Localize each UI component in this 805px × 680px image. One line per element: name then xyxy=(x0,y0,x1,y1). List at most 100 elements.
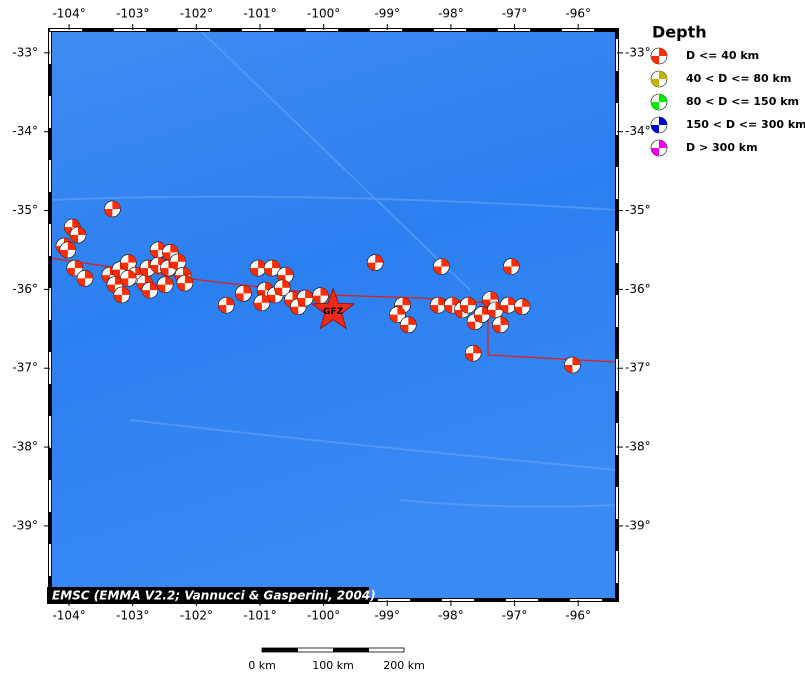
focal-mechanism xyxy=(389,306,406,323)
plate-boundary xyxy=(50,257,617,363)
ball-quad xyxy=(183,267,191,276)
ball-quad xyxy=(659,140,667,148)
ball-quad xyxy=(312,295,321,304)
ball-quad xyxy=(78,226,86,235)
ball-quad xyxy=(85,270,93,279)
scale-label: 100 km xyxy=(312,659,354,672)
ball-quad xyxy=(659,117,667,125)
lat-label: -33° xyxy=(12,45,38,59)
station-label: GFZ xyxy=(323,307,344,317)
ball-quad xyxy=(367,262,376,271)
focal-mechanism xyxy=(113,286,131,304)
ball-quad xyxy=(465,353,474,362)
focal-mechanism xyxy=(249,259,267,277)
focal-mechanism xyxy=(119,270,137,287)
ball-quad xyxy=(243,285,252,294)
ball-quad xyxy=(177,253,186,262)
ball-quad xyxy=(503,266,512,275)
focal-mechanism xyxy=(156,276,174,293)
ball-quad xyxy=(274,287,283,296)
lat-label: -38° xyxy=(12,440,38,454)
lat-label: -39° xyxy=(12,518,38,532)
focal-mechanism xyxy=(499,296,517,314)
ball-quad xyxy=(170,244,179,253)
legend-symbol xyxy=(650,47,668,65)
focal-mechanism xyxy=(235,285,252,302)
ball-quad xyxy=(492,324,501,333)
ball-quad xyxy=(169,261,178,270)
ball-quad xyxy=(70,234,78,243)
ball-quad xyxy=(651,102,659,110)
ball-quad xyxy=(272,260,281,269)
ball-quad xyxy=(389,314,398,323)
ball-quad xyxy=(467,321,476,330)
ball-quad xyxy=(514,306,523,315)
ball-quad xyxy=(651,79,659,87)
ball-quad xyxy=(67,241,76,250)
focal-mechanism xyxy=(399,316,417,334)
focal-mechanism xyxy=(66,259,84,277)
lat-label: -37° xyxy=(12,361,38,375)
ball-quad xyxy=(651,56,659,64)
ball-quad xyxy=(285,267,294,276)
seafloor-relief xyxy=(50,30,617,508)
lat-label: -34° xyxy=(625,124,651,138)
lat-label: -33° xyxy=(625,45,651,59)
ball-quad xyxy=(120,262,129,271)
ball-quad xyxy=(72,219,81,228)
ball-quad xyxy=(165,276,174,285)
ball-quad xyxy=(128,270,137,279)
focal-mechanism xyxy=(564,356,581,374)
ball-quad xyxy=(141,290,150,299)
ball-quad xyxy=(441,258,450,267)
lon-label: -100° xyxy=(307,609,340,623)
legend-symbol xyxy=(650,70,668,88)
ball-quad xyxy=(430,305,439,314)
ball-quad xyxy=(250,268,259,277)
lat-label: -35° xyxy=(625,203,651,217)
ball-quad xyxy=(261,294,270,303)
ball-quad xyxy=(59,249,68,258)
ball-quad xyxy=(460,305,469,314)
ball-quad xyxy=(490,291,499,300)
ball-quad xyxy=(305,290,314,299)
ball-quad xyxy=(135,267,144,276)
focal-mechanism xyxy=(59,241,77,259)
focal-mechanism xyxy=(176,274,194,292)
ball-quad xyxy=(160,268,169,277)
ball-quad xyxy=(121,286,130,295)
scale-label: 0 km xyxy=(248,659,276,672)
ball-quad xyxy=(473,345,482,354)
credit: EMSC (EMMA V2.2; Vannucci & Gasperini, 2… xyxy=(52,589,376,603)
ball-quad xyxy=(226,297,235,306)
ball-quad xyxy=(659,48,667,56)
lon-label: -102° xyxy=(180,7,213,21)
lat-label: -35° xyxy=(12,203,38,217)
legend-label: 40 < D <= 80 km xyxy=(686,72,791,85)
focal-mechanism xyxy=(104,200,121,218)
scale-label: 200 km xyxy=(383,659,425,672)
lat-label: -39° xyxy=(625,518,651,532)
ball-quad xyxy=(157,284,166,293)
ball-quad xyxy=(297,298,306,307)
ball-quad xyxy=(500,305,509,314)
ball-quad xyxy=(400,324,409,333)
ball-quad xyxy=(444,305,453,314)
ball-quad xyxy=(659,94,667,102)
ball-quad xyxy=(253,302,262,311)
lat-label: -36° xyxy=(625,282,651,296)
credit-box xyxy=(47,587,369,604)
ball-quad xyxy=(106,284,115,293)
focal-mechanism xyxy=(312,287,329,304)
ball-quad xyxy=(397,306,406,315)
focal-mechanism xyxy=(119,254,137,271)
lat-label: -38° xyxy=(625,440,651,454)
lon-label: -103° xyxy=(116,609,149,623)
focal-mechanism xyxy=(459,296,477,314)
lon-label: -102° xyxy=(180,609,213,623)
focal-mechanism xyxy=(503,258,520,275)
focal-mechanism xyxy=(253,294,271,312)
ball-quad xyxy=(408,316,417,325)
ball-quad xyxy=(150,249,159,258)
